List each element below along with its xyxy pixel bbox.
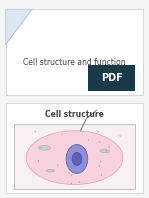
Circle shape bbox=[66, 145, 88, 173]
Circle shape bbox=[106, 150, 107, 151]
FancyBboxPatch shape bbox=[14, 124, 135, 189]
Ellipse shape bbox=[100, 149, 110, 153]
Circle shape bbox=[119, 135, 121, 137]
Circle shape bbox=[57, 164, 58, 166]
Circle shape bbox=[38, 160, 39, 162]
Circle shape bbox=[71, 183, 72, 184]
Circle shape bbox=[41, 147, 42, 148]
Circle shape bbox=[72, 152, 82, 166]
FancyBboxPatch shape bbox=[6, 103, 143, 193]
Circle shape bbox=[61, 133, 63, 135]
Circle shape bbox=[101, 174, 102, 176]
Circle shape bbox=[88, 139, 89, 141]
FancyBboxPatch shape bbox=[88, 65, 135, 91]
Polygon shape bbox=[6, 9, 32, 44]
Ellipse shape bbox=[38, 146, 50, 150]
Ellipse shape bbox=[26, 131, 123, 185]
Circle shape bbox=[71, 174, 72, 176]
Ellipse shape bbox=[46, 169, 55, 172]
Circle shape bbox=[109, 146, 110, 148]
Circle shape bbox=[99, 141, 100, 143]
Circle shape bbox=[68, 172, 70, 174]
Text: PDF: PDF bbox=[101, 73, 122, 83]
FancyBboxPatch shape bbox=[6, 9, 143, 95]
Circle shape bbox=[100, 161, 102, 162]
Circle shape bbox=[98, 131, 99, 133]
Circle shape bbox=[99, 165, 100, 167]
Circle shape bbox=[35, 131, 36, 132]
Text: Cell structure and function: Cell structure and function bbox=[23, 58, 126, 67]
Circle shape bbox=[79, 182, 80, 183]
Text: Cell structure: Cell structure bbox=[45, 110, 104, 119]
